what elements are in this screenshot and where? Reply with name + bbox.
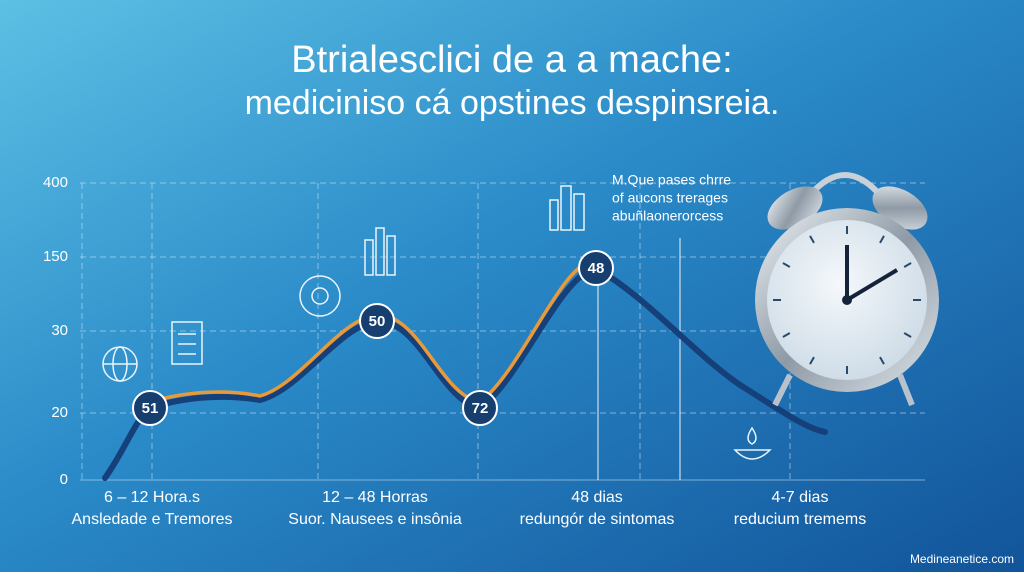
building-icon	[560, 185, 572, 231]
clock-ticks	[773, 226, 921, 374]
clock-leg	[897, 373, 915, 407]
phase-description: Ansledade e Tremores	[72, 511, 233, 528]
bottle-icon	[375, 227, 385, 276]
clock-tick	[809, 356, 815, 365]
y-axis-label: 150	[43, 248, 68, 265]
clock-tick	[903, 332, 912, 338]
phase-period: 6 – 12 Hora.s	[104, 489, 200, 506]
y-axis-label: 30	[51, 322, 68, 339]
phase-description: reducium tremems	[734, 511, 866, 528]
marker	[132, 390, 168, 426]
marker-label: 72	[472, 400, 489, 417]
clock-pin	[842, 295, 852, 305]
phase-period: 48 dias	[571, 489, 623, 506]
phase-period: 4-7 dias	[772, 489, 829, 506]
clock-tick	[782, 332, 791, 338]
clock	[755, 172, 939, 407]
note: of aucons trerages	[612, 190, 728, 206]
gear-icon	[299, 275, 341, 317]
title: mediciniso cá opstines despinsreia.	[245, 84, 780, 122]
y-axis-label: 0	[60, 471, 68, 488]
drop-icon	[747, 426, 757, 445]
phase-description: redungór de sintomas	[520, 511, 675, 528]
marker	[359, 303, 395, 339]
clock-tick	[879, 235, 885, 244]
phase-period: 12 – 48 Horras	[322, 489, 428, 506]
y-axis-label: 20	[51, 404, 68, 421]
document-icon	[171, 321, 203, 365]
bowl-icon	[733, 449, 772, 460]
bottle-icon	[364, 239, 374, 276]
gear-icon	[311, 287, 329, 305]
trend-line	[102, 264, 828, 481]
clock-hand	[845, 268, 899, 302]
marker-label: 48	[588, 260, 605, 277]
note: abuñlaonerorcess	[612, 208, 723, 224]
marker-label: 50	[369, 313, 386, 330]
note: M.Que pases chrre	[612, 172, 731, 188]
grid	[80, 182, 925, 481]
clock-tick	[903, 262, 912, 268]
marker-label: 51	[142, 400, 159, 417]
clock-tick	[782, 262, 791, 268]
marker	[462, 390, 498, 426]
clock-tick	[809, 235, 815, 244]
watermark: Medineanetice.com	[910, 552, 1014, 566]
icons	[102, 185, 772, 460]
labels: 400 150 30 20 0 Btrialesclici de a a mache:me…	[43, 39, 1014, 566]
y-axis-label: 400	[43, 174, 68, 191]
marker	[578, 250, 614, 286]
bottle-icon	[386, 235, 396, 276]
building-icon	[549, 199, 559, 231]
clock-leg	[772, 373, 793, 407]
clock-handle	[807, 172, 883, 198]
phase-description: Suor. Nausees e insônia	[288, 511, 462, 528]
clock-tick	[879, 356, 885, 365]
building-icon	[573, 193, 585, 231]
title: Btrialesclici de a a mache:	[291, 39, 732, 81]
